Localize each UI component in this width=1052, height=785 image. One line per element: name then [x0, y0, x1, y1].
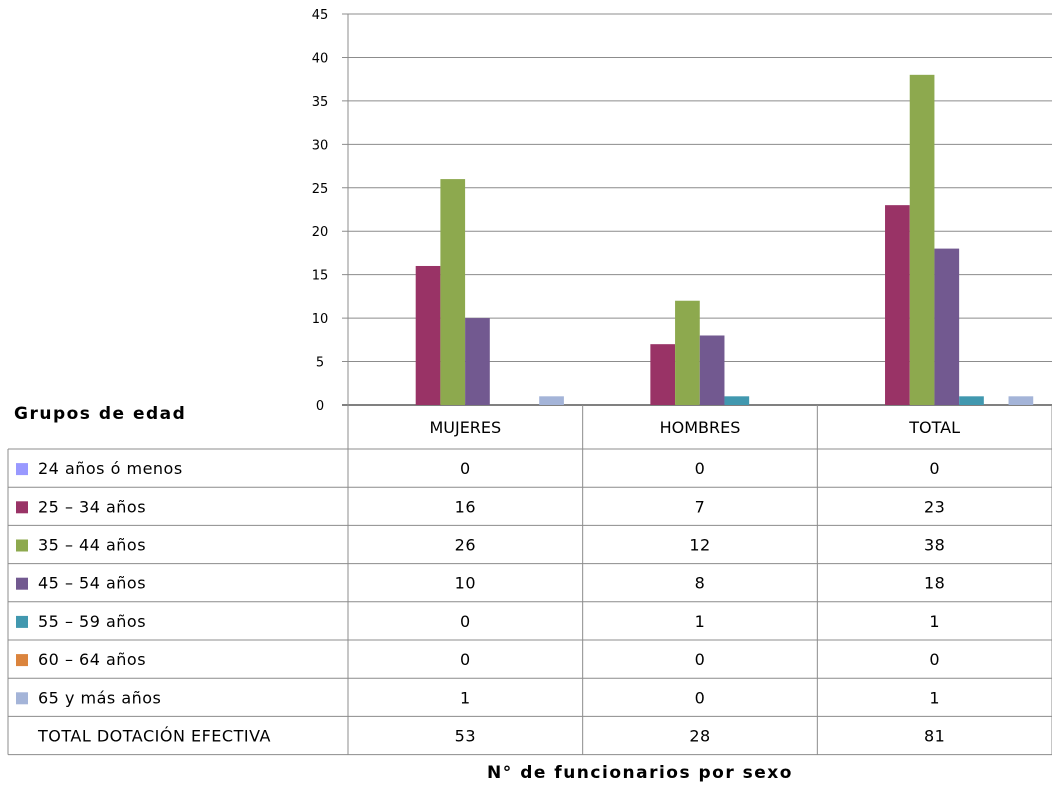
y-tick-label: 15 [312, 269, 329, 284]
data-label: 18 [924, 574, 945, 593]
bars [415, 74, 1034, 406]
y-tick-label: 40 [312, 51, 329, 66]
bar [675, 300, 700, 405]
data-label: 8 [695, 574, 706, 593]
data-label: 1 [929, 612, 940, 631]
y-tick-label: 35 [312, 95, 329, 110]
total-value: 28 [689, 727, 710, 746]
bar [539, 396, 564, 405]
data-label: 0 [929, 650, 940, 669]
category-label: MUJERES [429, 418, 501, 437]
legend-swatch [16, 615, 28, 628]
data-label: 0 [695, 650, 706, 669]
bar [699, 335, 725, 405]
data-label: 0 [929, 459, 940, 478]
data-label: 0 [460, 650, 471, 669]
data-label: 10 [455, 574, 476, 593]
data-label: 23 [924, 497, 945, 516]
legend-label: 45 – 54 años [38, 574, 146, 593]
data-label: 1 [460, 688, 471, 707]
bar [934, 248, 960, 405]
bar [724, 396, 750, 405]
data-label: 0 [695, 459, 706, 478]
bar [650, 344, 676, 405]
bar [885, 205, 910, 405]
legend-label: 55 – 59 años [38, 612, 146, 631]
total-value: 53 [455, 727, 476, 746]
category-label: HOMBRES [660, 418, 741, 437]
bar [959, 396, 984, 405]
legend-swatch [16, 692, 28, 705]
legend-label: 25 – 34 años [38, 497, 146, 516]
data-label: 16 [455, 497, 476, 516]
legend-swatch [16, 463, 28, 476]
y-tick-label: 20 [312, 225, 329, 240]
y-tick-label: 45 [312, 8, 329, 23]
data-label: 38 [924, 536, 945, 555]
data-table: MUJERES HOMBRES TOTAL 24 años ó menos 0 0 0 25 … [7, 405, 1052, 756]
y-tick-label: 5 [316, 356, 324, 371]
bar [465, 318, 490, 405]
y-tick-label: 30 [312, 138, 329, 153]
category-label: TOTAL [908, 418, 960, 437]
y-axis: 0 5 10 15 20 25 30 35 40 45 [312, 8, 349, 414]
data-label: 26 [455, 536, 476, 555]
data-label: 0 [460, 612, 471, 631]
legend-label: 35 – 44 años [38, 536, 146, 555]
data-label: 7 [695, 497, 706, 516]
bar [909, 74, 935, 406]
total-row-label: TOTAL DOTACIÓN EFECTIVA [37, 727, 271, 746]
data-label: 12 [689, 536, 710, 555]
y-tick-label: 25 [312, 182, 329, 197]
data-label: 1 [929, 688, 940, 707]
legend-label: 24 años ó menos [38, 459, 183, 478]
bar [440, 179, 466, 405]
legend-label: 65 y más años [38, 688, 161, 707]
x-axis-title: N° de funcionarios por sexo [487, 763, 793, 783]
bar [1008, 396, 1034, 405]
legend-label: 60 – 64 años [38, 650, 146, 669]
data-label: 1 [695, 612, 706, 631]
y-tick-label: 0 [316, 399, 324, 414]
data-label: 0 [460, 459, 471, 478]
legend-swatch [16, 501, 28, 514]
total-value: 81 [924, 727, 945, 746]
data-label: 0 [695, 688, 706, 707]
legend-swatch [16, 539, 28, 552]
legend-swatch [16, 577, 28, 590]
bar [415, 265, 441, 405]
y-axis-title: Grupos de edad [14, 404, 186, 424]
legend-swatch [16, 654, 28, 667]
y-tick-label: 10 [312, 312, 329, 327]
